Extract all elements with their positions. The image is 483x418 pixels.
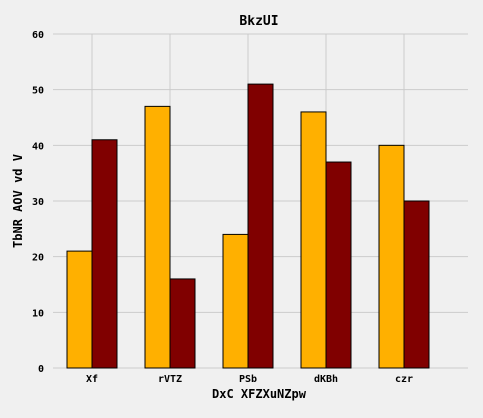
y-tick-label: 50 xyxy=(32,86,44,97)
bar-series-1-czr xyxy=(378,144,405,369)
bar-series-2-czr xyxy=(403,200,430,369)
bar-series-2-PSb xyxy=(247,83,274,369)
x-tick-label: Xf xyxy=(86,374,98,385)
x-tick-label: czr xyxy=(395,374,413,385)
y-tick-label: 40 xyxy=(32,141,44,152)
bar-series-1-dKBh xyxy=(300,111,327,369)
bar-series-2-rVTZ xyxy=(169,278,196,369)
x-tick-label: rVTZ xyxy=(158,374,182,385)
bar-series-1-PSb xyxy=(222,233,249,369)
y-tick-label: 30 xyxy=(32,197,44,208)
x-tick-label: dKBh xyxy=(314,374,338,385)
y-tick-label: 10 xyxy=(32,308,44,319)
bar-series-1-Xf xyxy=(66,250,93,369)
x-tick-label: PSb xyxy=(239,374,257,385)
bar-series-1-rVTZ xyxy=(144,105,171,369)
y-tick-label: 20 xyxy=(32,253,44,264)
x-axis-label: DxC XFZXuNZpw xyxy=(212,387,307,401)
bars-layer xyxy=(66,83,430,369)
chart-title: BkzUI xyxy=(239,14,278,29)
y-tick-labels: 0 10 20 30 40 50 60 xyxy=(32,30,44,375)
x-tick-labels: Xf rVTZ PSb dKBh czr xyxy=(86,374,413,385)
y-axis-label: TbNR AOV vd V xyxy=(11,154,25,248)
y-tick-label: 0 xyxy=(38,364,44,375)
bar-series-2-Xf xyxy=(91,139,118,369)
bar-series-2-dKBh xyxy=(325,161,352,369)
y-tick-label: 60 xyxy=(32,30,44,41)
